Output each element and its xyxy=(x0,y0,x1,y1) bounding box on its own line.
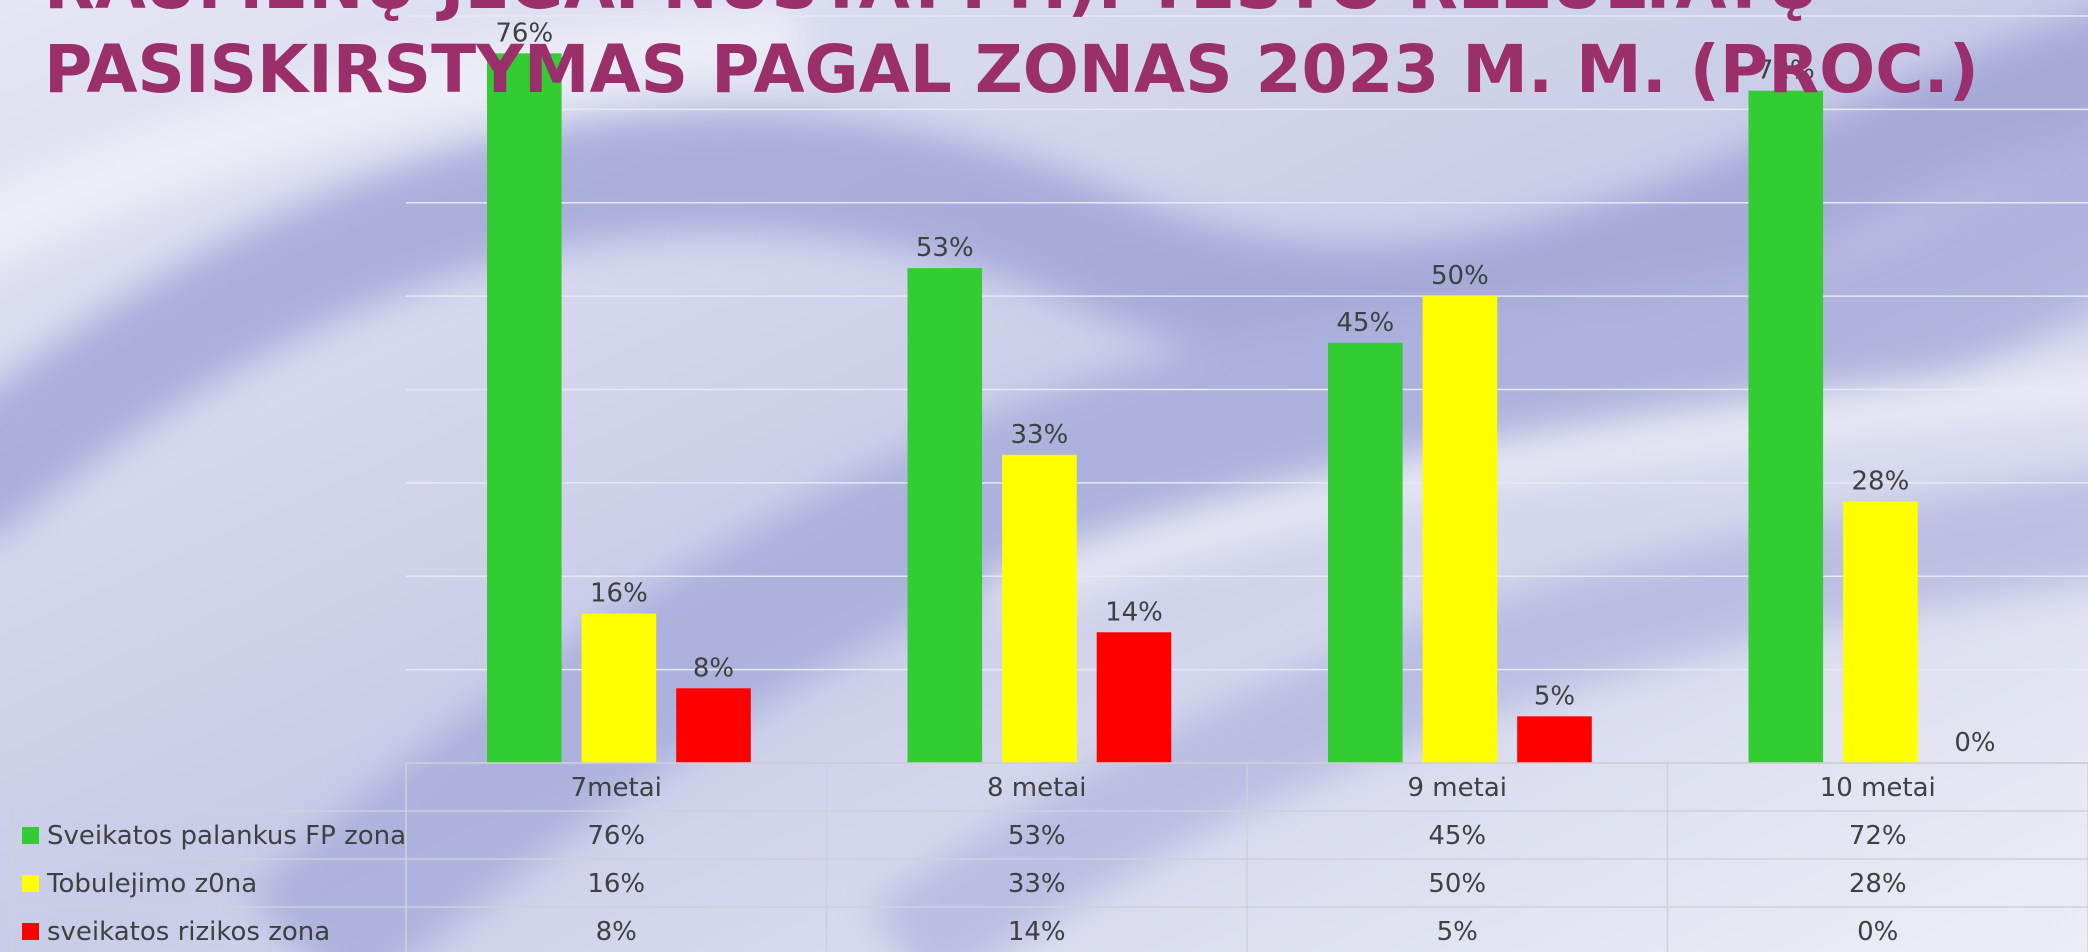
table-cell: 53% xyxy=(1008,821,1066,851)
legend-label: Sveikatos palankus FP zona xyxy=(47,821,406,851)
table-cell: 16% xyxy=(587,869,645,899)
table-cell: 14% xyxy=(1008,917,1066,947)
legend-swatch xyxy=(22,827,39,844)
bar xyxy=(582,614,657,763)
data-label: 14% xyxy=(1105,597,1163,627)
table-cell: 76% xyxy=(587,821,645,851)
data-label: 45% xyxy=(1336,308,1394,338)
bar xyxy=(1423,296,1498,763)
bar xyxy=(908,268,983,763)
bar xyxy=(1328,343,1403,763)
table-cell: 5% xyxy=(1437,917,1478,947)
data-label: 50% xyxy=(1431,261,1489,291)
x-tick-label: 8 metai xyxy=(987,773,1086,803)
bar xyxy=(487,53,562,763)
data-label: 16% xyxy=(590,579,648,609)
chart-title: RAUMENŲ JĖGAI NUSTATYTI). TESTO REZULTAT… xyxy=(44,0,1820,24)
table-cell: 33% xyxy=(1008,869,1066,899)
bar xyxy=(1749,91,1824,763)
table-cell: 72% xyxy=(1849,821,1907,851)
bar xyxy=(1097,632,1172,763)
data-label: 5% xyxy=(1534,681,1575,711)
data-label: 53% xyxy=(916,233,974,263)
data-label: 0% xyxy=(1954,728,1995,758)
table-cell: 28% xyxy=(1849,869,1907,899)
x-tick-label: 9 metai xyxy=(1408,773,1507,803)
bar xyxy=(1517,716,1592,763)
table-cell: 45% xyxy=(1428,821,1486,851)
x-tick-label: 7metai xyxy=(571,773,662,803)
page: {"chart_data": {"type": "bar", "title": … xyxy=(0,0,2088,952)
bar xyxy=(1002,455,1077,763)
legend-label: Tobulejimo z0na xyxy=(46,869,257,899)
table-cell: 50% xyxy=(1428,869,1486,899)
data-label: 8% xyxy=(693,653,734,683)
chart-title: PASISKIRSTYMAS PAGAL ZONAS 2023 M. M. (P… xyxy=(44,31,1979,108)
table-cell: 8% xyxy=(596,917,637,947)
legend-swatch xyxy=(22,875,39,892)
table-cell: 0% xyxy=(1857,917,1898,947)
legend-swatch xyxy=(22,923,39,940)
data-label: 33% xyxy=(1011,420,1069,450)
bar xyxy=(676,688,751,763)
data-label: 28% xyxy=(1852,467,1910,497)
bar xyxy=(1843,502,1918,763)
x-tick-label: 10 metai xyxy=(1820,773,1936,803)
chart: 7metai76%76%16%16%8%8%8 metai53%53%33%33… xyxy=(0,0,2088,952)
legend-label: sveikatos rizikos zona xyxy=(47,917,330,947)
